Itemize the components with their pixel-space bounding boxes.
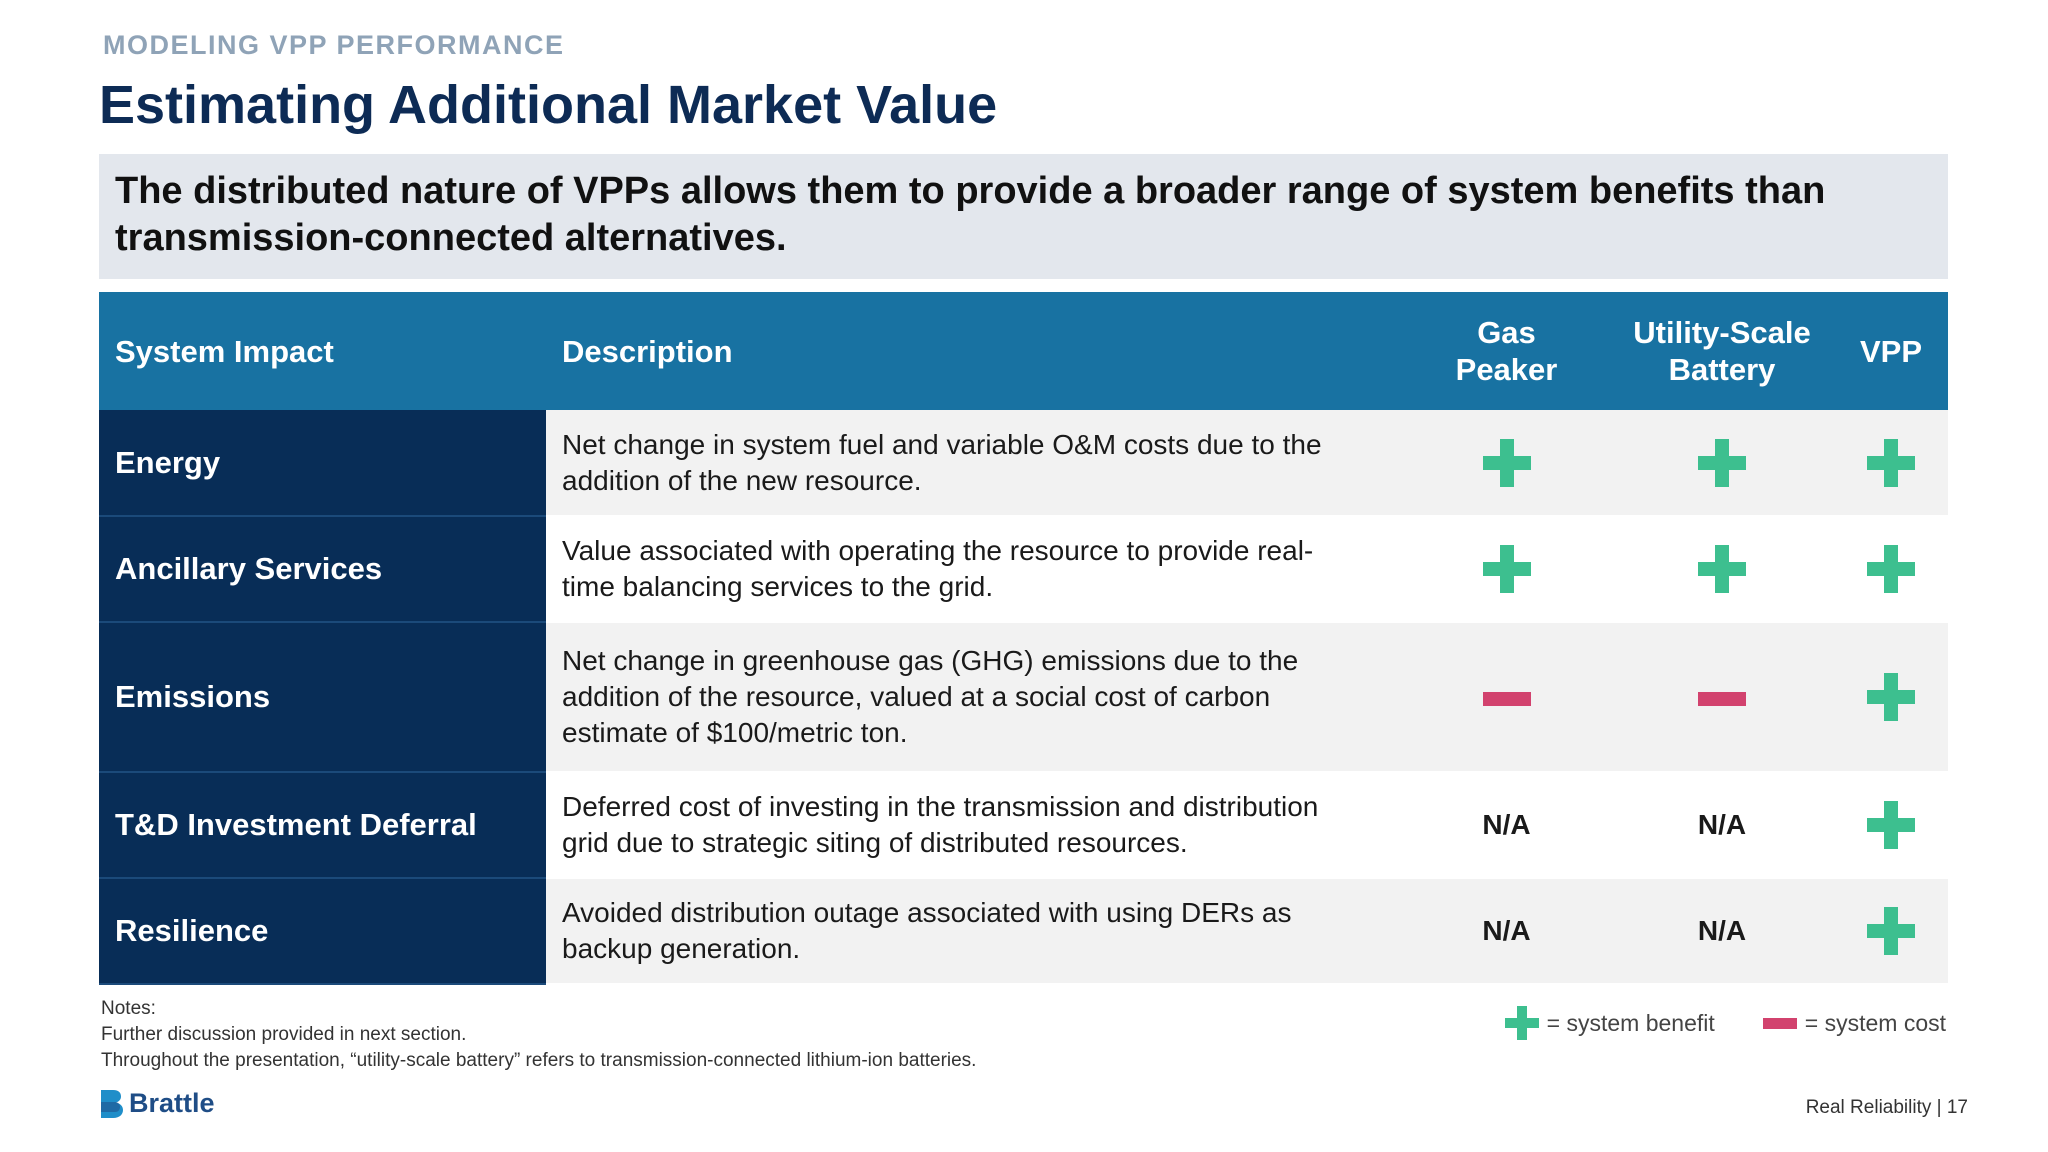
page-footer: Real Reliability | 17 xyxy=(1805,1097,1968,1118)
impact-description: Net change in greenhouse gas (GHG) emiss… xyxy=(546,622,1403,773)
vpp-cell xyxy=(1834,878,1948,985)
vpp-cell xyxy=(1834,410,1948,517)
impact-name: T&D Investment Deferral xyxy=(99,772,546,879)
plus-icon xyxy=(1482,545,1531,593)
header-gas-peaker: Gas Peaker xyxy=(1403,292,1610,410)
description-line: Value associated with operating the reso… xyxy=(562,535,1314,566)
description-line: Avoided distribution outage associated w… xyxy=(562,897,1292,928)
impact-description: Value associated with operating the reso… xyxy=(546,516,1403,623)
battery-cell: N/A xyxy=(1610,878,1834,985)
callout-line-2: transmission-connected alternatives. xyxy=(115,217,787,259)
vpp-cell xyxy=(1834,516,1948,623)
battery-cell xyxy=(1610,410,1834,517)
table-row: Ancillary Services Value associated with… xyxy=(99,516,1948,623)
battery-cell xyxy=(1610,622,1834,773)
table-header-row: System Impact Description Gas Peaker Uti… xyxy=(99,292,1948,410)
page-title: Estimating Additional Market Value xyxy=(99,75,998,135)
impact-name: Energy xyxy=(99,410,546,517)
header-vpp: VPP xyxy=(1834,292,1948,410)
plus-icon xyxy=(1504,1006,1539,1040)
description-line: backup generation. xyxy=(562,933,801,964)
minus-icon xyxy=(1482,691,1531,706)
legend-cost: = system cost xyxy=(1762,1009,1946,1037)
table-row: Resilience Avoided distribution outage a… xyxy=(99,878,1948,985)
gas-peaker-cell xyxy=(1403,622,1610,773)
legend-cost-label: = system cost xyxy=(1804,1009,1946,1036)
brattle-logo: Brattle xyxy=(101,1088,215,1119)
vpp-cell xyxy=(1834,622,1948,773)
gas-peaker-cell xyxy=(1403,410,1610,517)
description-line: estimate of $100/metric ton. xyxy=(562,717,908,748)
notes-line-2: Throughout the presentation, “utility-sc… xyxy=(101,1050,977,1071)
notes: Notes: Further discussion provided in ne… xyxy=(101,996,976,1074)
description-line: Net change in greenhouse gas (GHG) emiss… xyxy=(562,645,1299,676)
minus-icon xyxy=(1762,1017,1797,1029)
plus-icon xyxy=(1867,801,1915,849)
description-line: grid due to strategic siting of distribu… xyxy=(562,827,1188,858)
plus-icon xyxy=(1867,438,1915,487)
impact-description: Deferred cost of investing in the transm… xyxy=(546,772,1403,879)
header-utility-scale-battery: Utility-Scale Battery xyxy=(1610,292,1834,410)
legend-benefit: = system benefit xyxy=(1504,1006,1715,1040)
impact-name: Emissions xyxy=(99,622,546,773)
table-row: T&D Investment Deferral Deferred cost of… xyxy=(99,772,1948,879)
description-line: Net change in system fuel and variable O… xyxy=(562,428,1322,460)
gas-peaker-cell xyxy=(1403,516,1610,623)
legend-benefit-label: = system benefit xyxy=(1546,1009,1715,1036)
header-description: Description xyxy=(546,292,1403,410)
impact-name: Resilience xyxy=(99,878,546,985)
plus-icon xyxy=(1482,438,1531,487)
notes-label: Notes: xyxy=(101,998,156,1019)
table-row: Emissions Net change in greenhouse gas (… xyxy=(99,622,1948,773)
description-line: time balancing services to the grid. xyxy=(562,571,994,602)
impact-description: Avoided distribution outage associated w… xyxy=(546,878,1403,985)
notes-line-1: Further discussion provided in next sect… xyxy=(101,1024,467,1045)
section-eyebrow: MODELING VPP PERFORMANCE xyxy=(103,30,565,60)
gas-peaker-cell: N/A xyxy=(1403,772,1610,879)
impact-description: Net change in system fuel and variable O… xyxy=(546,410,1403,517)
brattle-b-icon xyxy=(101,1089,123,1118)
plus-icon xyxy=(1867,545,1915,593)
legend: = system benefit = system cost xyxy=(1504,1006,1946,1040)
plus-icon xyxy=(1698,545,1746,593)
system-impact-table: System Impact Description Gas Peaker Uti… xyxy=(99,292,1948,985)
description-line: addition of the resource, valued at a so… xyxy=(562,681,1271,712)
header-battery-line-1: Utility-Scale xyxy=(1633,315,1811,350)
gas-peaker-cell: N/A xyxy=(1403,878,1610,985)
callout-line-1: The distributed nature of VPPs allows th… xyxy=(115,170,1826,212)
plus-icon xyxy=(1698,438,1746,487)
impact-name: Ancillary Services xyxy=(99,516,546,623)
header-battery-line-2: Battery xyxy=(1668,352,1776,387)
minus-icon xyxy=(1698,691,1746,706)
table-row: Energy Net change in system fuel and var… xyxy=(99,410,1948,517)
brattle-logo-text: Brattle xyxy=(129,1088,215,1118)
key-message-callout: The distributed nature of VPPs allows th… xyxy=(99,154,1948,279)
plus-icon xyxy=(1867,673,1915,721)
description-line: addition of the new resource. xyxy=(562,464,922,496)
header-system-impact: System Impact xyxy=(99,292,546,410)
header-gas-peaker-line-1: Gas xyxy=(1477,315,1536,350)
plus-icon xyxy=(1867,907,1915,955)
battery-cell: N/A xyxy=(1610,772,1834,879)
vpp-cell xyxy=(1834,772,1948,879)
battery-cell xyxy=(1610,516,1834,623)
description-line: Deferred cost of investing in the transm… xyxy=(562,791,1319,822)
header-gas-peaker-line-2: Peaker xyxy=(1455,352,1558,387)
